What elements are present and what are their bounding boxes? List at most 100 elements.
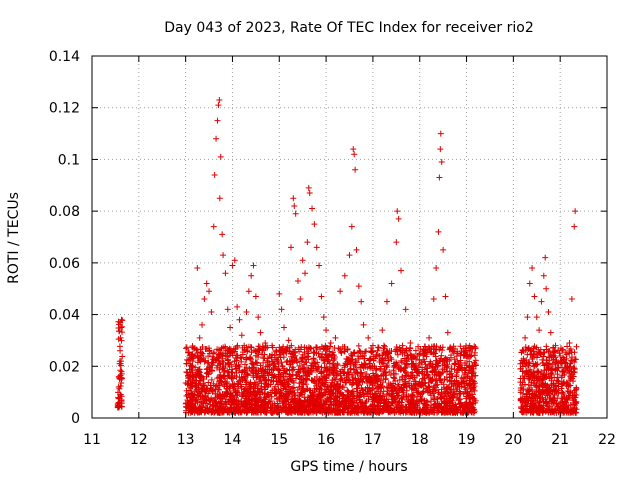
data-point [355, 353, 362, 360]
data-point [392, 348, 399, 355]
data-point [378, 357, 385, 364]
data-point [276, 290, 283, 297]
data-point [565, 392, 572, 399]
data-point [396, 376, 403, 383]
data-point [565, 383, 572, 390]
data-point [360, 352, 367, 359]
data-point [219, 409, 226, 416]
data-point [532, 361, 539, 368]
data-point [215, 102, 222, 109]
data-point [434, 381, 441, 388]
data-point [257, 329, 264, 336]
data-point [264, 357, 271, 364]
data-point [542, 254, 549, 261]
data-point [469, 391, 476, 398]
data-point [545, 308, 552, 315]
data-point [421, 397, 428, 404]
data-point [323, 386, 330, 393]
data-point [565, 406, 572, 413]
data-point [364, 377, 371, 384]
data-point [243, 355, 250, 362]
data-point [332, 376, 339, 383]
data-point [449, 347, 456, 354]
data-point [243, 364, 250, 371]
data-point [256, 388, 263, 395]
data-point [543, 285, 550, 292]
data-point [432, 353, 439, 360]
data-point [537, 351, 544, 358]
data-point [342, 360, 349, 367]
data-point [441, 376, 448, 383]
data-point [303, 345, 310, 352]
data-point [310, 401, 317, 408]
data-point [540, 375, 547, 382]
data-point [551, 392, 558, 399]
data-point [311, 221, 318, 228]
data-point [546, 347, 553, 354]
data-point [270, 366, 277, 373]
data-point [186, 387, 193, 394]
data-point [423, 385, 430, 392]
data-point [557, 352, 564, 359]
data-point [454, 358, 461, 365]
data-point [461, 401, 468, 408]
data-point [278, 359, 285, 366]
data-point [357, 348, 364, 355]
data-point [265, 400, 272, 407]
data-point [255, 398, 262, 405]
data-point [415, 343, 422, 350]
data-point [387, 372, 394, 379]
data-point [380, 342, 387, 349]
data-point [216, 96, 223, 103]
data-point [205, 396, 212, 403]
data-point [228, 361, 235, 368]
data-point [323, 345, 330, 352]
data-point [187, 362, 194, 369]
y-tick-label: 0.1 [58, 152, 80, 168]
data-point [311, 349, 318, 356]
data-point [548, 377, 555, 384]
data-point [184, 381, 191, 388]
data-point [440, 246, 447, 253]
data-point [184, 356, 191, 363]
data-point [457, 357, 464, 364]
data-point [229, 399, 236, 406]
x-tick-label: 17 [364, 432, 382, 448]
data-point [114, 402, 121, 409]
data-point [284, 396, 291, 403]
data-point [300, 368, 307, 375]
data-point [220, 404, 227, 411]
data-point [344, 387, 351, 394]
data-point [331, 344, 338, 351]
data-point [316, 390, 323, 397]
data-point [462, 369, 469, 376]
data-point [450, 348, 457, 355]
data-point [279, 390, 286, 397]
data-point [518, 403, 525, 410]
data-point [288, 389, 295, 396]
data-point [209, 368, 216, 375]
data-point [423, 404, 430, 411]
data-point [289, 407, 296, 414]
data-point [435, 389, 442, 396]
data-point [252, 370, 259, 377]
data-point [359, 400, 366, 407]
data-point [357, 378, 364, 385]
data-point [376, 384, 383, 391]
data-point [245, 288, 252, 295]
data-point [529, 356, 536, 363]
data-point [313, 344, 320, 351]
data-point [543, 357, 550, 364]
data-point [260, 355, 267, 362]
data-point [280, 399, 287, 406]
data-point [199, 393, 206, 400]
data-point [467, 401, 474, 408]
y-tick-label: 0.12 [49, 101, 80, 117]
data-point [208, 308, 215, 315]
data-point [201, 382, 208, 389]
data-point [540, 272, 547, 279]
data-point [393, 239, 400, 246]
data-point [434, 395, 441, 402]
data-point [214, 117, 221, 124]
data-point [275, 354, 282, 361]
